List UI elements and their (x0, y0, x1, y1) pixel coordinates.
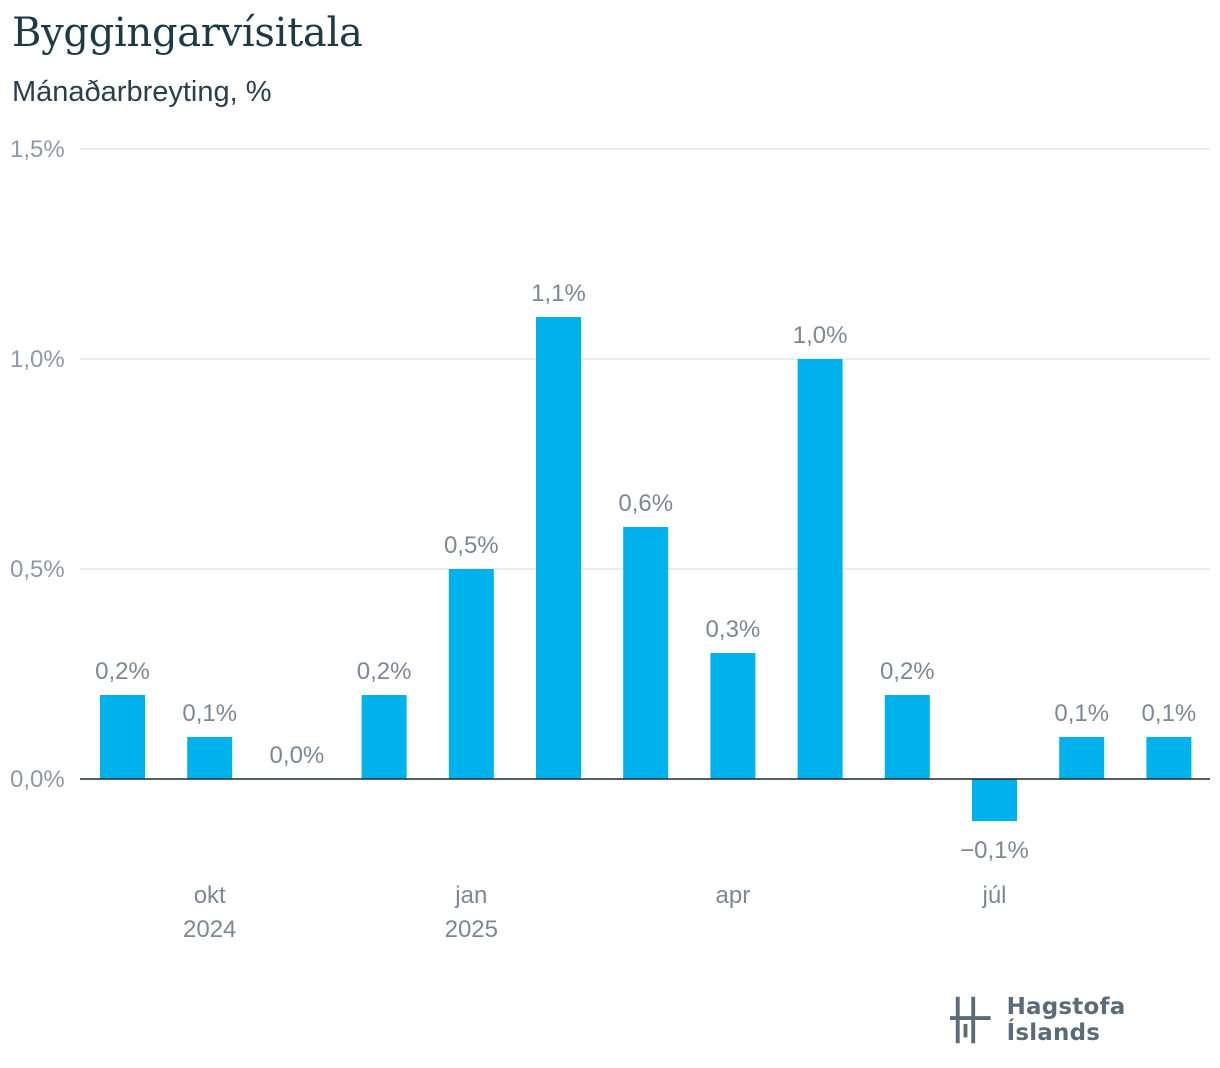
data-label: 1,0% (793, 322, 848, 349)
y-tick-label: 1,5% (10, 136, 65, 163)
bar (1059, 737, 1105, 779)
data-label: 0,1% (1054, 700, 1109, 727)
x-tick-label: apr (716, 882, 751, 909)
bar (972, 779, 1017, 821)
bar (1146, 737, 1192, 779)
brand-name: Hagstofa Íslands (1006, 994, 1126, 1046)
bar (623, 527, 669, 779)
data-label: 0,6% (618, 490, 673, 517)
bar (100, 695, 145, 779)
brand-logo: Hagstofa Íslands (950, 994, 1220, 1046)
data-label: 0,3% (706, 616, 761, 643)
x-tick-label: jan (454, 882, 487, 909)
x-tick-label: okt (194, 882, 226, 909)
chart-subtitle: Mánaðarbreyting, % (12, 76, 272, 108)
bar (797, 359, 843, 779)
y-tick-label: 1,0% (10, 346, 65, 373)
bar (884, 695, 930, 779)
x-tick-label: júl (981, 882, 1006, 909)
bar (448, 569, 494, 779)
data-label: 0,1% (182, 700, 237, 727)
data-label: 0,2% (357, 658, 412, 685)
x-tick-year-label: 2024 (183, 916, 236, 943)
data-label: −0,1% (960, 837, 1029, 864)
data-label: 0,1% (1142, 700, 1197, 727)
bar (187, 737, 233, 779)
bar (536, 317, 581, 779)
data-label: 1,1% (531, 280, 586, 307)
data-label: 0,2% (880, 658, 935, 685)
data-label: 0,5% (444, 532, 499, 559)
bar (710, 653, 756, 779)
chart-title: Byggingarvísitala (12, 10, 363, 56)
data-label: 0,2% (95, 658, 150, 685)
hagstofa-logo-icon (950, 996, 991, 1044)
x-tick-year-label: 2025 (445, 916, 498, 943)
data-label: 0,0% (270, 742, 325, 769)
y-tick-label: 0,5% (10, 556, 65, 583)
bar (361, 695, 407, 779)
y-tick-label: 0,0% (10, 766, 65, 793)
